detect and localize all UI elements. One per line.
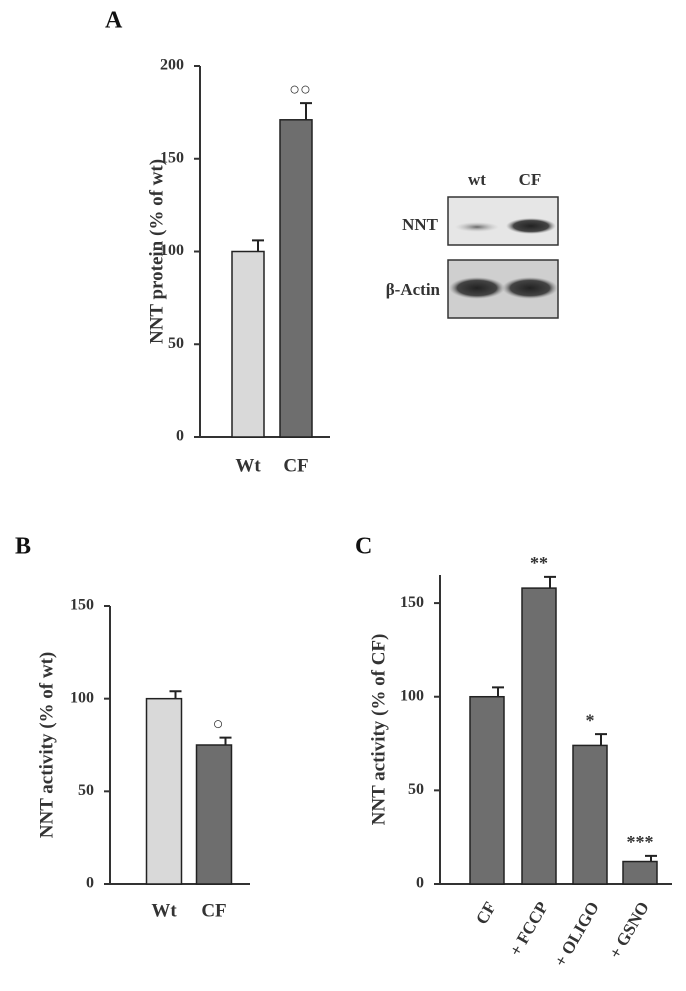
significance-mark: * (586, 710, 595, 730)
y-axis-label: NNT activity (% of CF) (368, 634, 389, 826)
panel-label: B (15, 534, 31, 560)
error-bar (492, 686, 504, 697)
error-bar (595, 733, 607, 746)
x-tick-label: Wt (235, 455, 261, 476)
bar (469, 695, 505, 885)
blot-band (455, 222, 499, 232)
bar (231, 250, 265, 438)
bar (145, 697, 183, 885)
y-tick-label: 100 (160, 242, 184, 259)
blot-band (449, 277, 505, 299)
y-tick-label: 100 (400, 687, 424, 704)
panel-label: A (105, 8, 123, 34)
y-tick-label: 150 (160, 149, 184, 166)
error-bar (544, 575, 556, 589)
significance-mark: ○○ (289, 79, 311, 99)
bar (572, 744, 608, 885)
western-blot: wt CF NNT β-Actin (386, 170, 559, 319)
blot-column-label: CF (519, 170, 542, 189)
y-tick-label: 50 (78, 782, 94, 799)
x-tick-label: Wt (151, 900, 177, 921)
y-tick-label: 0 (86, 875, 94, 892)
y-tick-label: 200 (160, 57, 184, 74)
blot-band (506, 218, 556, 234)
significance-mark: ** (530, 553, 548, 573)
x-tick-label: CF (201, 900, 226, 921)
significance-mark: *** (627, 832, 654, 852)
bar (279, 119, 313, 438)
y-tick-label: 50 (408, 781, 424, 798)
blot-column-label: wt (468, 170, 486, 189)
y-tick-label: 150 (70, 597, 94, 614)
error-bar (219, 736, 232, 745)
y-tick-label: 100 (70, 689, 94, 706)
x-tick-label: CF (472, 898, 500, 927)
error-bar (300, 102, 312, 120)
significance-mark: ○ (213, 714, 224, 734)
x-tick-label: CF (283, 455, 308, 476)
blot-band (502, 277, 558, 299)
bar (195, 744, 233, 885)
y-axis-label: NNT protein (% of wt) (146, 159, 167, 344)
y-tick-label: 0 (176, 428, 184, 445)
error-bar (645, 854, 657, 862)
panel-label: C (355, 534, 372, 560)
blot-row-label: β-Actin (386, 280, 441, 299)
error-bar (252, 239, 264, 252)
x-tick-label: + OLIGO (551, 898, 603, 969)
blot-row-label: NNT (402, 215, 439, 234)
error-bar (169, 690, 182, 699)
y-tick-label: 50 (168, 335, 184, 352)
y-tick-label: 0 (416, 875, 424, 892)
y-axis-label: NNT activity (% of wt) (36, 652, 57, 838)
bar (521, 587, 557, 885)
x-tick-label: + FCCP (506, 898, 552, 959)
bar (622, 860, 658, 885)
y-tick-label: 150 (400, 594, 424, 611)
x-tick-label: + GSNO (605, 898, 653, 961)
